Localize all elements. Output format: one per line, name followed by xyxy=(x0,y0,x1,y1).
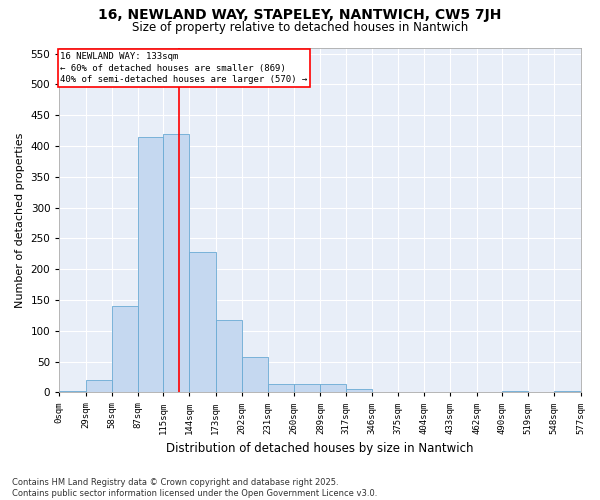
Text: 16, NEWLAND WAY, STAPELEY, NANTWICH, CW5 7JH: 16, NEWLAND WAY, STAPELEY, NANTWICH, CW5… xyxy=(98,8,502,22)
Bar xyxy=(138,137,163,392)
Bar xyxy=(294,384,320,392)
Bar xyxy=(320,384,346,392)
Bar xyxy=(190,252,215,392)
Y-axis label: Number of detached properties: Number of detached properties xyxy=(15,132,25,308)
Bar xyxy=(215,320,242,392)
Bar xyxy=(502,390,528,392)
Bar xyxy=(268,384,294,392)
Bar xyxy=(86,380,112,392)
Bar xyxy=(554,390,580,392)
Bar xyxy=(242,358,268,392)
Bar xyxy=(346,388,372,392)
Bar xyxy=(59,390,86,392)
Text: 16 NEWLAND WAY: 133sqm
← 60% of detached houses are smaller (869)
40% of semi-de: 16 NEWLAND WAY: 133sqm ← 60% of detached… xyxy=(60,52,307,84)
Bar xyxy=(163,134,190,392)
X-axis label: Distribution of detached houses by size in Nantwich: Distribution of detached houses by size … xyxy=(166,442,473,455)
Text: Contains HM Land Registry data © Crown copyright and database right 2025.
Contai: Contains HM Land Registry data © Crown c… xyxy=(12,478,377,498)
Text: Size of property relative to detached houses in Nantwich: Size of property relative to detached ho… xyxy=(132,22,468,35)
Bar xyxy=(112,306,138,392)
